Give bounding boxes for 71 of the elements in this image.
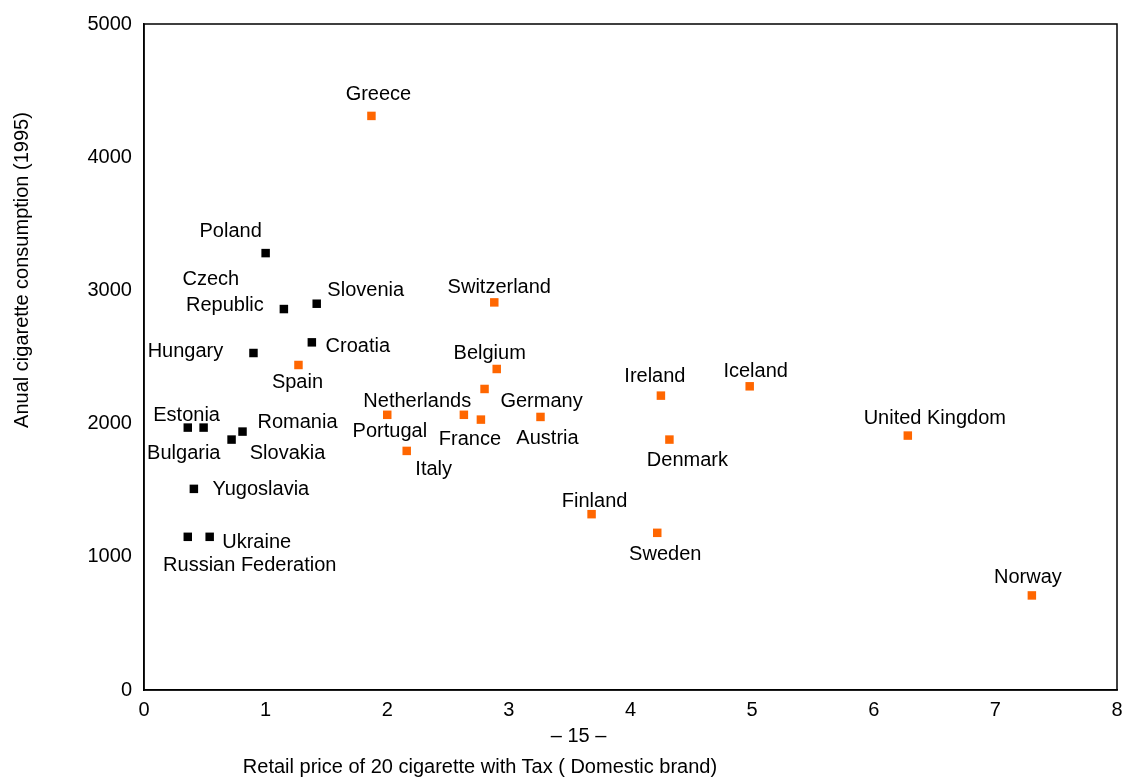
- point: [183, 423, 193, 432]
- annotation: Hungary: [147, 338, 224, 361]
- annotation: Ukraine: [222, 530, 292, 553]
- annotation: Portugal: [352, 419, 428, 442]
- annotation: Denmark: [646, 448, 729, 471]
- point: [367, 111, 376, 121]
- point: [312, 299, 321, 308]
- annotation: Estonia: [153, 403, 221, 426]
- x-tick-label: 1: [260, 697, 272, 720]
- annotation: Norway: [993, 564, 1062, 587]
- x-tick-label: 6: [868, 697, 880, 720]
- x-tick-label: 2: [381, 697, 393, 720]
- point: [665, 435, 674, 444]
- x-tick-label: 5: [746, 697, 758, 720]
- annotation: Italy: [415, 457, 453, 480]
- y-tick-label: 0: [120, 677, 132, 700]
- point: [199, 423, 208, 432]
- text: – 15 –: [550, 723, 608, 746]
- annotation: Netherlands: [363, 389, 472, 412]
- point: [656, 391, 666, 400]
- annotation: Bulgaria: [147, 441, 222, 464]
- y-tick-label: 3000: [87, 277, 132, 300]
- annotation: Poland: [199, 218, 262, 241]
- point: [307, 338, 317, 347]
- annotation: Ireland: [624, 364, 686, 387]
- y-tick-label: 5000: [87, 11, 132, 34]
- annotation: Slovenia: [327, 278, 405, 301]
- x-tick-label: 7: [989, 697, 1001, 720]
- annotation: Romania: [257, 410, 339, 433]
- y-tick-label: 2000: [87, 411, 132, 434]
- x-tick-label: 3: [503, 697, 515, 720]
- point: [261, 248, 270, 258]
- annotation: Russian Federation: [163, 553, 337, 576]
- annotation: Yugoslavia: [212, 477, 311, 500]
- point: [249, 348, 258, 358]
- annotation: Finland: [561, 488, 628, 511]
- point: [536, 412, 545, 422]
- annotation: Iceland: [723, 358, 788, 381]
- annotation: Slovakia: [249, 441, 327, 464]
- point: [492, 364, 501, 374]
- annotation: Belgium: [453, 340, 526, 363]
- x-tick-label: 8: [1111, 697, 1123, 720]
- y-tick-label: 4000: [87, 144, 132, 167]
- annotation: France: [438, 427, 502, 450]
- point: [238, 427, 247, 436]
- annotation: Greece: [345, 82, 412, 105]
- point: [476, 415, 486, 424]
- annotation: Germany: [500, 389, 583, 412]
- x-tick-label: 0: [138, 697, 150, 720]
- annotation: Switzerland: [447, 274, 551, 297]
- point: [587, 509, 596, 519]
- point: [402, 446, 411, 456]
- point: [653, 528, 662, 538]
- point: [903, 431, 913, 440]
- annotation: Czech Republic: [182, 266, 264, 315]
- point: [205, 532, 214, 542]
- y-axis-title: Anual cigarette consumption (1995): [9, 112, 32, 428]
- point: [1027, 591, 1037, 600]
- x-tick-label: 4: [624, 697, 637, 720]
- x-axis-title: Retail price of 20 cigarette with Tax ( Domestic brand): [242, 754, 718, 777]
- point: [745, 382, 754, 391]
- point: [480, 384, 489, 394]
- annotation: Croatia: [325, 333, 391, 356]
- annotation: Sweden: [629, 542, 702, 565]
- annotation: Austria: [516, 426, 580, 449]
- point: [294, 360, 303, 370]
- point: [490, 298, 499, 307]
- y-tick-label: 1000: [87, 544, 132, 567]
- point: [227, 435, 236, 444]
- annotation: United Kingdom: [863, 406, 1006, 429]
- annotation: Spain: [271, 369, 324, 392]
